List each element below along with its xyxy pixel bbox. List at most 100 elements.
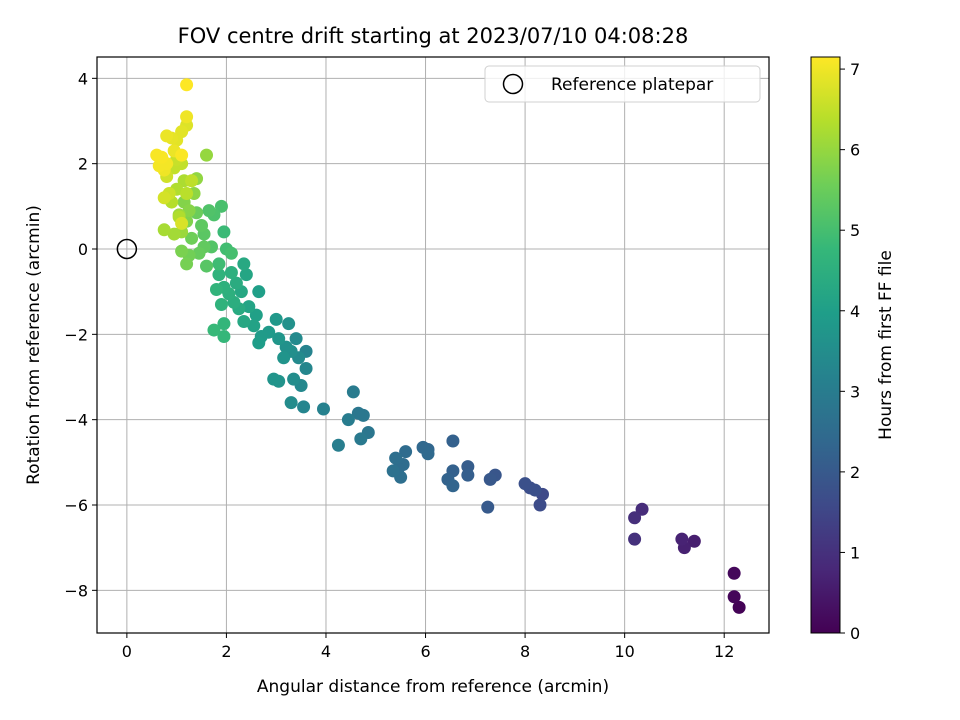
y-axis-ticks: −8 −6 −4 −2 0 2 4 <box>64 69 97 600</box>
data-point <box>533 498 547 512</box>
data-point <box>446 434 460 448</box>
colorbar: 0 1 2 3 4 5 6 7 Hours from first FF file <box>810 56 896 643</box>
data-point <box>421 447 435 461</box>
data-point <box>185 174 199 188</box>
x-tick-label: 12 <box>714 642 734 661</box>
plot-frame <box>96 56 770 634</box>
data-point <box>628 532 642 546</box>
y-tick-label: −4 <box>64 411 88 430</box>
data-point <box>331 438 345 452</box>
legend-marker-reference <box>502 73 524 95</box>
colorbar-ticks: 0 1 2 3 4 5 6 7 <box>840 60 860 643</box>
data-point <box>252 336 266 350</box>
x-tick-label: 0 <box>122 642 132 661</box>
y-axis-label: Rotation from reference (arcmin) <box>24 205 44 485</box>
grid-lines <box>97 57 769 633</box>
data-point <box>175 216 189 230</box>
y-tick-label: 0 <box>78 240 88 259</box>
data-point <box>277 351 291 365</box>
data-point <box>157 191 171 205</box>
x-axis-ticks: 0 2 4 6 8 10 12 <box>122 633 734 661</box>
x-tick-label: 10 <box>614 642 634 661</box>
colorbar-tick-label: 3 <box>850 382 860 401</box>
x-tick-label: 4 <box>321 642 331 661</box>
data-point <box>269 312 283 326</box>
data-point <box>282 317 296 331</box>
data-point <box>287 372 301 386</box>
colorbar-tick-label: 6 <box>850 141 860 160</box>
data-point <box>180 110 194 124</box>
data-point <box>354 432 368 446</box>
data-point <box>389 451 403 465</box>
data-point <box>687 534 701 548</box>
x-tick-label: 8 <box>520 642 530 661</box>
colorbar-tick-label: 5 <box>850 221 860 240</box>
data-point <box>446 479 460 493</box>
data-point <box>214 199 228 213</box>
data-point <box>150 148 164 162</box>
data-point <box>224 246 238 260</box>
data-point <box>160 129 174 143</box>
data-point <box>386 464 400 478</box>
data-point <box>247 319 261 333</box>
data-point <box>351 406 365 420</box>
data-point <box>200 148 214 162</box>
data-point <box>237 315 251 329</box>
colorbar-tick-label: 7 <box>850 60 860 79</box>
x-tick-label: 2 <box>221 642 231 661</box>
colorbar-tick-label: 2 <box>850 463 860 482</box>
data-point <box>518 477 532 491</box>
data-point <box>299 361 313 375</box>
data-point <box>180 257 194 271</box>
data-point <box>242 300 256 314</box>
data-point <box>217 317 231 331</box>
data-point <box>399 445 413 459</box>
y-tick-label: 2 <box>78 155 88 174</box>
x-axis-label: Angular distance from reference (arcmin) <box>257 677 609 697</box>
data-point <box>272 332 286 346</box>
legend-box <box>484 65 761 103</box>
data-point <box>192 246 206 260</box>
y-tick-label: −2 <box>64 325 88 344</box>
data-point <box>182 204 196 218</box>
data-point <box>229 276 243 290</box>
data-point <box>217 329 231 343</box>
data-point <box>217 225 231 239</box>
data-point <box>180 187 194 201</box>
data-point <box>289 332 303 346</box>
data-point <box>279 340 293 354</box>
data-point <box>200 259 214 273</box>
data-point <box>732 600 746 614</box>
data-point <box>209 283 223 297</box>
data-point <box>167 227 181 241</box>
data-point <box>185 231 199 245</box>
x-tick-label: 6 <box>420 642 430 661</box>
data-point <box>224 265 238 279</box>
data-point <box>252 285 266 299</box>
colorbar-tick-label: 4 <box>850 302 860 321</box>
data-point <box>239 268 253 282</box>
legend-label-reference: Reference platepar <box>551 75 713 95</box>
data-point <box>284 396 298 410</box>
data-point <box>207 323 221 337</box>
legend: Reference platepar <box>484 65 761 103</box>
colorbar-tick-label: 1 <box>850 543 860 562</box>
data-point <box>175 244 189 258</box>
data-point <box>528 483 542 497</box>
data-point <box>635 502 649 516</box>
data-point <box>461 468 475 482</box>
data-point <box>341 413 355 427</box>
chart-title: FOV centre drift starting at 2023/07/10 … <box>178 24 689 48</box>
data-point <box>297 400 311 414</box>
data-point <box>249 308 263 322</box>
reference-point <box>116 238 138 260</box>
y-tick-label: −8 <box>64 581 88 600</box>
data-point <box>212 268 226 282</box>
data-point <box>483 472 497 486</box>
data-point <box>195 219 209 233</box>
colorbar-tick-label: 0 <box>850 624 860 643</box>
data-point <box>675 532 689 546</box>
y-tick-label: 4 <box>78 69 88 88</box>
data-point <box>212 257 226 271</box>
